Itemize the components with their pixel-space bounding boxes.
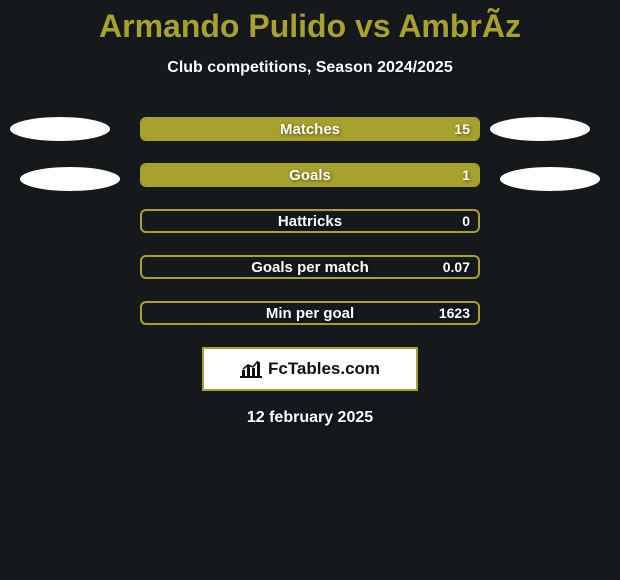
ellipse-right-1 [490, 117, 590, 141]
stat-bar-label: Goals per match [142, 257, 478, 277]
content-area: Matches15 Goals1 Hattricks0 Goals per match… [0, 117, 620, 427]
stat-bar-value: 15 [454, 119, 470, 139]
subtitle: Club competitions, Season 2024/2025 [0, 59, 620, 77]
stat-bar: Hattricks0 [140, 209, 480, 233]
stat-bar: Goals1 [140, 163, 480, 187]
ellipse-left-2 [20, 167, 120, 191]
stat-bar-value: 1 [462, 165, 470, 185]
stat-bar-value: 1623 [439, 303, 470, 323]
stat-bars: Matches15 Goals1 Hattricks0 Goals per match… [140, 117, 480, 325]
stat-bar: Matches15 [140, 117, 480, 141]
ellipse-left-1 [10, 117, 110, 141]
ellipse-right-2 [500, 167, 600, 191]
stat-bar: Goals per match0.07 [140, 255, 480, 279]
stat-bar-label: Hattricks [142, 211, 478, 231]
stat-bar: Min per goal1623 [140, 301, 480, 325]
stat-bar-value: 0.07 [443, 257, 470, 277]
stat-bar-value: 0 [462, 211, 470, 231]
stat-bar-label: Goals [142, 165, 478, 185]
stat-bar-label: Min per goal [142, 303, 478, 323]
stat-bar-label: Matches [142, 119, 478, 139]
logo-box: FcTables.com [202, 347, 418, 391]
date-text: 12 february 2025 [0, 409, 620, 427]
page-title: Armando Pulido vs AmbrÃ­z [0, 0, 620, 45]
logo-text: FcTables.com [268, 359, 380, 379]
stats-comparison-card: Armando Pulido vs AmbrÃ­z Club competiti… [0, 0, 620, 580]
chart-icon [240, 360, 262, 378]
